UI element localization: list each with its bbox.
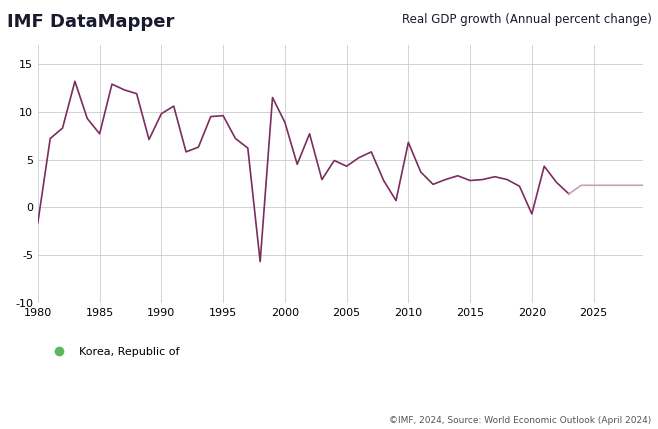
- Text: Real GDP growth (Annual percent change): Real GDP growth (Annual percent change): [401, 13, 651, 26]
- Legend: Korea, Republic of: Korea, Republic of: [43, 343, 184, 362]
- Text: IMF DataMapper: IMF DataMapper: [7, 13, 174, 31]
- Text: ©IMF, 2024, Source: World Economic Outlook (April 2024): ©IMF, 2024, Source: World Economic Outlo…: [389, 416, 651, 425]
